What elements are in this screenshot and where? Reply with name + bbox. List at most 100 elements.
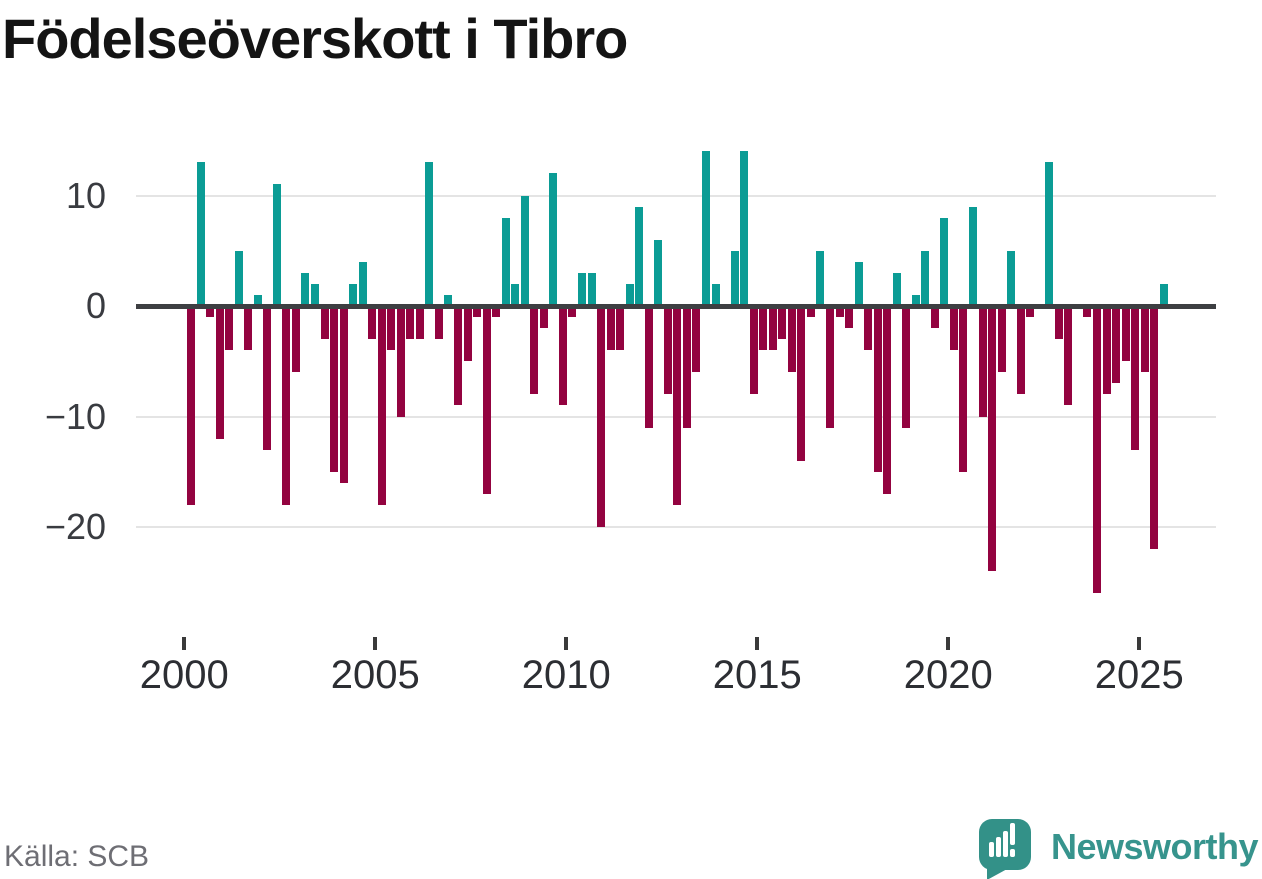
- data-bar-2002Q1: [263, 306, 272, 450]
- zero-axis-line: [136, 303, 1216, 309]
- data-bar-2015Q1: [759, 306, 768, 351]
- data-bar-2020Q1: [949, 306, 958, 351]
- data-bar-2023Q3: [1083, 306, 1092, 318]
- chart-title: Födelseöverskott i Tibro: [2, 7, 628, 70]
- data-bar-2022Q4: [1054, 306, 1063, 340]
- data-bar-2016Q4: [825, 306, 834, 428]
- data-bar-2007Q3: [473, 306, 482, 318]
- icon-exclamation-stem: [1009, 823, 1015, 845]
- data-bar-2009Q4: [558, 306, 567, 406]
- data-bar-2005Q1: [377, 306, 386, 505]
- y-gridline: [136, 194, 1216, 197]
- data-bar-2017Q1: [835, 306, 844, 318]
- x-axis-label: 2005: [330, 653, 420, 697]
- y-gridline: [136, 526, 1216, 528]
- brand-logo: Newsworthy: [978, 812, 1259, 879]
- data-bar-2020Q2: [959, 306, 968, 472]
- data-bar-2016Q2: [806, 306, 815, 318]
- data-bar-2025Q1: [1140, 306, 1149, 373]
- data-bar-2019Q2: [921, 250, 930, 306]
- data-bar-2003Q2: [310, 283, 319, 306]
- data-bar-2017Q4: [864, 306, 873, 351]
- x-axis-tick: [373, 637, 378, 650]
- data-bar-2018Q2: [883, 306, 892, 494]
- x-axis-label: 2015: [712, 653, 802, 697]
- data-bar-2018Q4: [902, 306, 911, 428]
- data-bar-2023Q1: [1064, 306, 1073, 406]
- data-bar-2011Q4: [635, 206, 644, 306]
- data-bar-2002Q3: [282, 306, 291, 505]
- data-bar-2024Q4: [1131, 306, 1140, 450]
- data-bar-2015Q2: [768, 306, 777, 351]
- data-bar-2001Q2: [234, 250, 243, 306]
- data-bar-2007Q4: [482, 306, 491, 494]
- data-bar-2016Q1: [797, 306, 806, 461]
- x-axis-tick: [755, 637, 760, 650]
- data-bar-2004Q1: [339, 306, 348, 483]
- data-bar-2022Q1: [1026, 306, 1035, 318]
- data-bar-2022Q3: [1045, 162, 1054, 306]
- data-bar-2021Q2: [997, 306, 1006, 373]
- data-bar-2010Q4: [597, 306, 606, 527]
- data-bar-2003Q1: [301, 272, 310, 306]
- data-bar-2025Q2: [1150, 306, 1159, 550]
- data-bar-2017Q3: [854, 261, 863, 306]
- data-bar-2011Q3: [625, 283, 634, 306]
- y-axis-label: −20: [44, 506, 106, 547]
- data-bar-2012Q2: [654, 239, 663, 306]
- data-bar-2013Q2: [692, 306, 701, 373]
- data-bar-2006Q1: [415, 306, 424, 340]
- data-bar-2016Q3: [816, 250, 825, 306]
- data-bar-2001Q4: [253, 294, 262, 306]
- data-bar-2018Q1: [873, 306, 882, 472]
- data-bar-2014Q3: [740, 151, 749, 306]
- data-bar-2008Q1: [492, 306, 501, 318]
- data-bar-2014Q2: [730, 250, 739, 306]
- icon-bar-1: [988, 842, 994, 857]
- data-bar-2012Q4: [673, 306, 682, 505]
- data-bar-2002Q4: [291, 306, 300, 373]
- data-bar-2008Q4: [520, 195, 529, 306]
- data-bar-2013Q1: [682, 306, 691, 428]
- data-bar-2005Q3: [396, 306, 405, 417]
- data-bar-2006Q2: [425, 162, 434, 306]
- data-bar-2021Q1: [988, 306, 997, 572]
- data-bar-2001Q3: [244, 306, 253, 351]
- data-bar-2019Q3: [930, 306, 939, 329]
- x-axis-label: 2000: [139, 653, 229, 697]
- speech-bubble-tail: [986, 868, 1009, 879]
- data-bar-2013Q3: [701, 151, 710, 306]
- data-bar-2013Q4: [711, 283, 720, 306]
- x-axis-label: 2025: [1094, 653, 1184, 697]
- source-caption: Källa: SCB: [4, 840, 150, 873]
- icon-bar-2: [995, 837, 1001, 857]
- data-bar-2006Q4: [444, 294, 453, 306]
- data-bar-2008Q3: [511, 283, 520, 306]
- data-bar-2019Q1: [911, 294, 920, 306]
- bar-chart-speech-bubble-icon: [978, 812, 1031, 879]
- data-bar-2025Q3: [1159, 283, 1168, 306]
- data-bar-2001Q1: [225, 306, 234, 351]
- data-bar-2024Q3: [1121, 306, 1130, 362]
- data-bar-2015Q4: [787, 306, 796, 373]
- data-bar-2012Q1: [644, 306, 653, 428]
- data-bar-2000Q2: [196, 162, 205, 306]
- data-bar-2009Q2: [539, 306, 548, 329]
- data-bar-2003Q4: [330, 306, 339, 472]
- icon-exclamation-dot: [1009, 849, 1015, 857]
- data-bar-2004Q2: [349, 283, 358, 306]
- data-bar-2020Q3: [969, 206, 978, 306]
- data-bar-2010Q3: [587, 272, 596, 306]
- x-axis-tick: [946, 637, 951, 650]
- data-bar-2011Q1: [606, 306, 615, 351]
- icon-bar-3: [1002, 831, 1008, 857]
- data-bar-2012Q3: [663, 306, 672, 395]
- data-bar-2010Q1: [568, 306, 577, 318]
- data-bar-2009Q3: [549, 173, 558, 306]
- data-bar-2018Q3: [892, 272, 901, 306]
- x-axis-label: 2020: [903, 653, 993, 697]
- data-bar-2009Q1: [530, 306, 539, 395]
- y-axis-label: −10: [44, 395, 106, 437]
- data-bar-2007Q2: [463, 306, 472, 362]
